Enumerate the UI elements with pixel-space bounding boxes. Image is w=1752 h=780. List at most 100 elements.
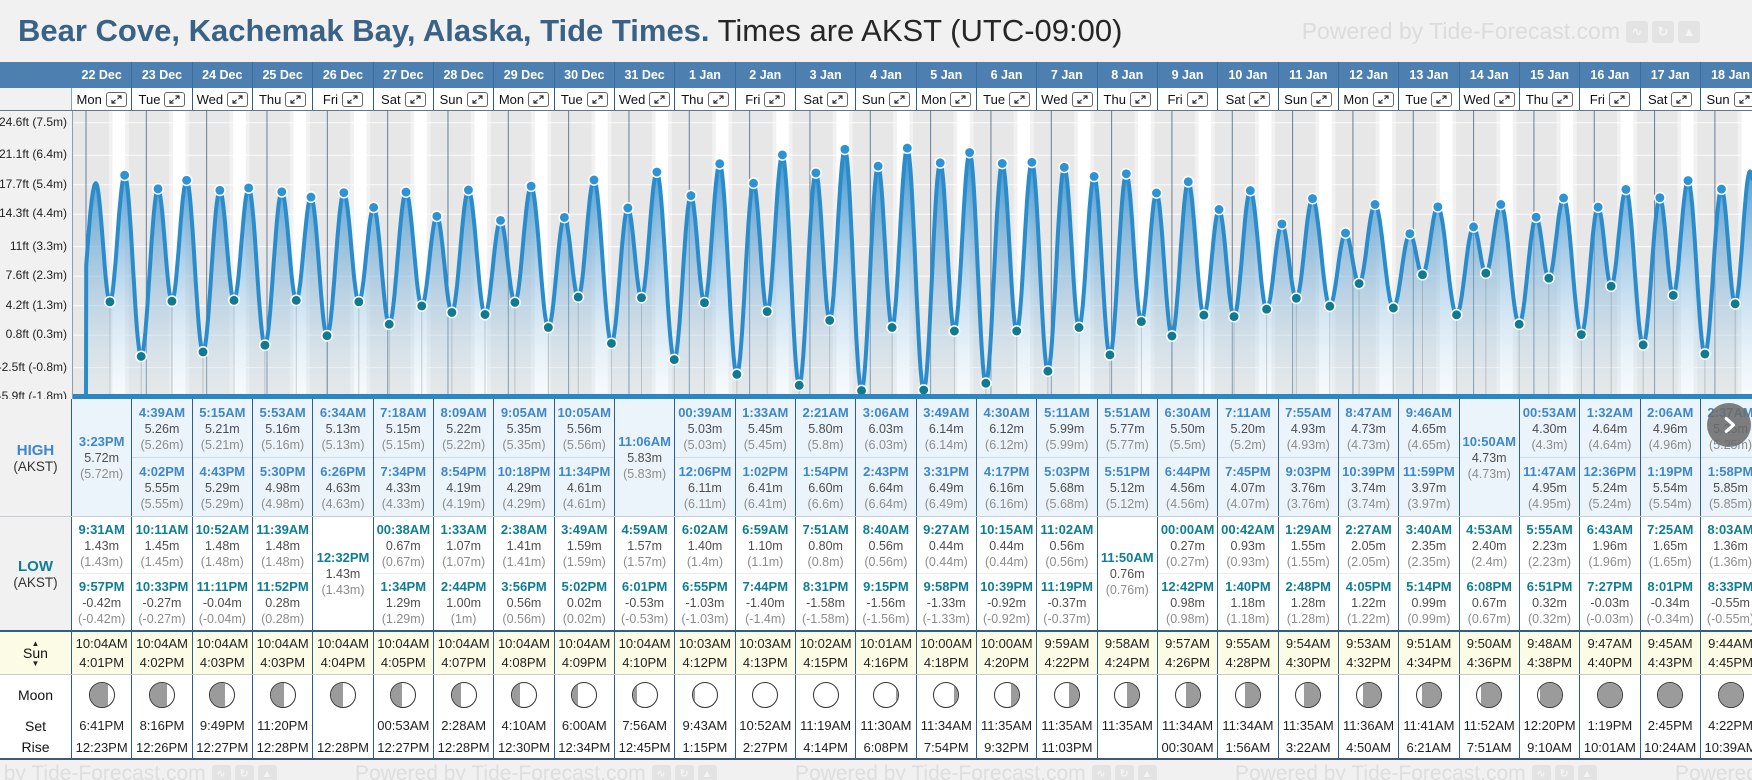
night-band	[1134, 111, 1139, 394]
tide-height: 4.61m	[566, 480, 602, 495]
expand-day-button[interactable]	[1071, 91, 1093, 107]
mountain-icon: ▲	[697, 764, 717, 780]
low-tide-entry: 11:02AM 0.56m (0.56m)	[1037, 517, 1096, 573]
tide-height: 5.83m	[627, 451, 662, 465]
tide-height-secondary: (1.43m)	[321, 583, 365, 597]
low-tide-cell: 10:15AM 0.44m (0.44m) 10:39PM -0.92m (-0.92m)	[976, 517, 1038, 630]
low-tide-marker	[228, 294, 240, 307]
high-tide-marker	[305, 191, 317, 204]
expand-day-button[interactable]	[764, 91, 786, 107]
expand-day-button[interactable]	[227, 91, 249, 107]
expand-day-button[interactable]	[1311, 91, 1333, 107]
weekday-label: Tue	[138, 91, 161, 107]
expand-day-button[interactable]	[950, 91, 972, 107]
expand-day-button[interactable]	[105, 91, 127, 107]
tide-height-secondary: (4.61m)	[562, 496, 606, 511]
weekday-label: Thu	[681, 91, 704, 107]
sunrise-time: 10:04AM	[497, 636, 550, 651]
tide-time: 6:02AM	[681, 521, 729, 537]
weekday-cell: Thu	[1097, 88, 1158, 110]
expand-day-button[interactable]	[1372, 91, 1394, 107]
expand-day-button[interactable]	[649, 91, 671, 107]
tide-height: 1.59m	[566, 538, 602, 553]
tide-time: 1:40PM	[1225, 578, 1271, 594]
tide-height: 0.76m	[1109, 567, 1145, 581]
expand-day-button[interactable]	[889, 91, 910, 107]
expand-day-button[interactable]	[1552, 91, 1574, 107]
tide-time: 1:02PM	[742, 463, 789, 479]
expand-day-button[interactable]	[1493, 91, 1515, 107]
low-tide-cell: 10:52AM 1.48m (1.48m) 11:11PM -0.04m (-0.04m)	[192, 517, 253, 630]
moon-rise-time: 12:28PM	[313, 736, 374, 758]
moon-shadow	[1011, 683, 1019, 707]
moon-rise-time: 12:27PM	[373, 736, 434, 758]
expand-day-button[interactable]	[1608, 91, 1630, 107]
moon-shadow	[1303, 683, 1321, 707]
expand-day-button[interactable]	[826, 91, 848, 107]
tide-time: 5:14PM	[1406, 578, 1452, 594]
expand-day-button[interactable]	[164, 91, 186, 107]
moon-set-time: 11:19AM	[795, 715, 857, 736]
tide-time: 5:30PM	[259, 463, 306, 479]
expand-day-button[interactable]	[1186, 91, 1208, 107]
moon-rise-time: 1:56AM	[1218, 736, 1279, 758]
moon-set-time: 4:10AM	[494, 715, 555, 736]
sunset-time: 4:32PM	[1346, 655, 1391, 670]
tide-height: 5.21m	[204, 421, 240, 436]
tide-time: 6:59AM	[742, 521, 789, 537]
tide-height-secondary: (5.45m)	[743, 437, 787, 452]
sunrise-arrow-icon: ▲	[31, 638, 40, 648]
high-tide-entry: 10:05AM 5.56m (5.56m)	[555, 399, 614, 457]
tide-height: -0.04m	[202, 595, 242, 610]
mountain-icon: ▲	[257, 764, 277, 780]
expand-day-button[interactable]	[342, 91, 364, 107]
moon-phase-icon	[1234, 682, 1261, 708]
expand-day-button[interactable]	[404, 91, 426, 107]
low-tide-cell: 3:40AM 2.35m (2.35m) 5:14PM 0.99m (0.99m)	[1399, 517, 1460, 630]
tide-height-secondary: (0.56m)	[502, 611, 546, 626]
tide-height-secondary: (4.07m)	[1226, 496, 1270, 511]
low-tide-marker	[1041, 365, 1054, 378]
moon-phase-cell	[614, 675, 676, 715]
tide-height: 4.98m	[265, 480, 301, 495]
tide-height: 5.50m	[1170, 421, 1205, 436]
expand-day-button[interactable]	[1431, 91, 1453, 107]
weekday-row: Mon Tue Wed Thu Fri Sat Sun Mon Tue Wed Thu Fri Sat S…	[0, 88, 1752, 111]
expand-day-button[interactable]	[285, 91, 307, 107]
low-tide-cell: 8:03AM 1.36m (1.36m) 8:33PM -0.55m (-0.55m)	[1700, 517, 1752, 630]
expand-day-button[interactable]	[466, 91, 488, 107]
expand-day-button[interactable]	[1009, 91, 1031, 107]
low-tide-entry: 4:59AM 1.57m (1.57m)	[615, 517, 674, 573]
low-tide-entry: 10:33PM -0.27m (-0.27m)	[132, 573, 192, 630]
tide-curve-plot	[72, 111, 1752, 399]
expand-day-button[interactable]	[707, 91, 729, 107]
moon-shadow	[149, 683, 167, 707]
low-tide-marker	[1353, 277, 1366, 290]
tide-time: 1:19PM	[1647, 463, 1693, 479]
moon-phase-icon	[1114, 682, 1141, 708]
next-page-button[interactable]	[1707, 403, 1751, 447]
tide-height-secondary: (4.73m)	[1347, 437, 1391, 452]
low-tide-marker	[886, 321, 899, 334]
moon-set-time: 11:30AM	[856, 715, 917, 736]
high-tide-entry: 4:30AM 6.12m (6.12m)	[977, 399, 1036, 457]
moon-shadow	[953, 683, 959, 707]
sunset-time: 4:02PM	[139, 655, 185, 670]
tide-height: -0.27m	[142, 595, 182, 610]
expand-day-button[interactable]	[1129, 91, 1151, 107]
expand-day-button[interactable]	[1671, 91, 1693, 107]
low-tide-marker	[445, 306, 458, 319]
sunset-time: 4:03PM	[260, 655, 306, 670]
moon-phase-icon	[329, 682, 356, 708]
tide-time: 9:05AM	[500, 404, 548, 420]
expand-day-button[interactable]	[1249, 91, 1271, 107]
moon-rise-time: 9:32PM	[976, 736, 1038, 758]
weekday-cell: Sat	[795, 88, 857, 110]
date-header-cell: 1 Jan	[675, 62, 736, 88]
expand-day-button[interactable]	[528, 91, 550, 107]
tide-height-secondary: (1.65m)	[1648, 554, 1692, 569]
tide-height-secondary: (0.02m)	[562, 611, 606, 626]
expand-day-button[interactable]	[1733, 91, 1752, 107]
expand-day-button[interactable]	[586, 91, 608, 107]
low-tide-entry: 7:51AM 0.80m (0.8m)	[796, 517, 855, 573]
